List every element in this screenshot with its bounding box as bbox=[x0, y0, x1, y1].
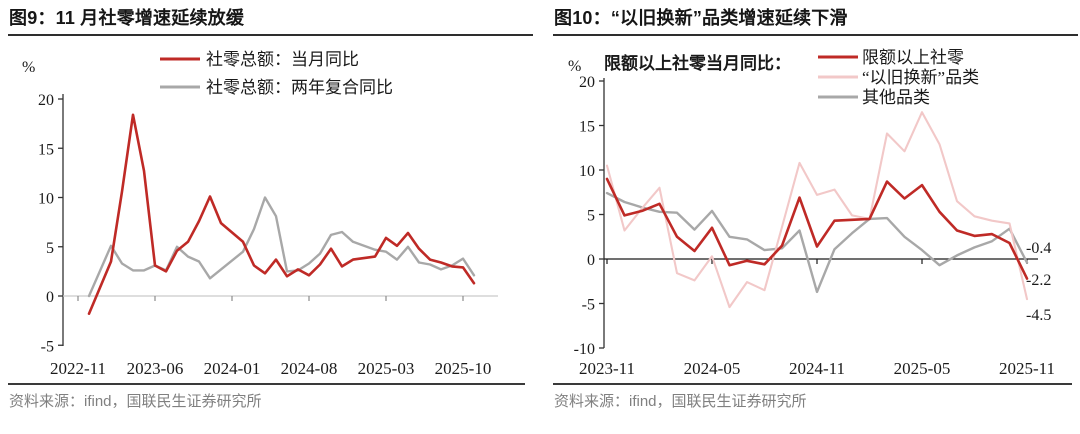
series-end-value-label: -4.5 bbox=[1026, 307, 1051, 324]
y-tick-label: 10 bbox=[579, 163, 595, 180]
line-chart-canvas: 20 15 10 5 0 -5 -10% 限额以上社零当月同比： 2023-11 2024-05 2… bbox=[568, 48, 1055, 378]
y-tick-label: -10 bbox=[574, 341, 595, 358]
chart-inline-label: 限额以上社零当月同比： bbox=[604, 53, 791, 73]
figure-panel-9: 图9：11 月社零增速延续放缓 20 15 10 5 0 -5% 2022-11 2023-0… bbox=[0, 0, 540, 411]
x-tick-label: 2025-03 bbox=[358, 359, 415, 378]
series-line-red bbox=[605, 177, 1029, 280]
y-tick-label: 5 bbox=[46, 240, 54, 257]
legend-label: 其他品类 bbox=[862, 88, 930, 107]
x-tick-label: 2025-11 bbox=[999, 359, 1055, 378]
x-tick-label: 2024-01 bbox=[204, 359, 261, 378]
figure-footer: 资料来源：ifind，国联民生证券研究所 bbox=[553, 383, 1072, 411]
legend-label: 社零总额：两年复合同比 bbox=[206, 78, 393, 97]
x-tick-label: 2023-11 bbox=[579, 359, 635, 378]
legend-label: “以旧换新”品类 bbox=[862, 68, 979, 87]
source-note: 资料来源：ifind，国联民生证券研究所 bbox=[9, 393, 262, 410]
legend-label: 限额以上社零 bbox=[862, 48, 964, 67]
source-note: 资料来源：ifind，国联民生证券研究所 bbox=[554, 393, 807, 410]
figure-footer: 资料来源：ifind，国联民生证券研究所 bbox=[8, 383, 525, 411]
y-tick-label: 15 bbox=[38, 141, 54, 158]
figure-title: 图10：“以旧换新”品类增速延续下滑 bbox=[554, 8, 848, 28]
figure-title: 图9：11 月社零增速延续放缓 bbox=[9, 8, 245, 28]
figure-panel-10: 图10：“以旧换新”品类增速延续下滑 20 15 10 5 0 -5 -10% 限额以上社零当… bbox=[540, 0, 1080, 434]
y-tick-label: -5 bbox=[41, 338, 54, 355]
legend-label: 社零总额：当月同比 bbox=[206, 50, 359, 69]
x-tick-label: 2024-08 bbox=[281, 359, 338, 378]
line-chart-canvas: 20 15 10 5 0 -5% 2022-11 2023-06 2024-01 2024-08 2… bbox=[22, 50, 498, 378]
y-tick-label: 20 bbox=[579, 74, 595, 91]
series-line-gray bbox=[605, 191, 1029, 294]
x-tick-label: 2024-05 bbox=[684, 359, 741, 378]
y-tick-label: -5 bbox=[582, 297, 595, 314]
y-axis-unit-label: % bbox=[568, 58, 581, 75]
figure-header: 图9：11 月社零增速延续放缓 bbox=[8, 0, 533, 36]
y-axis-unit-label: % bbox=[22, 59, 35, 76]
x-tick-label: 2022-11 bbox=[50, 359, 106, 378]
trade-in-category-growth-line-chart: 20 15 10 5 0 -5 -10% 限额以上社零当月同比： 2023-11 2024-05 2… bbox=[540, 36, 1080, 381]
x-tick-label: 2023-06 bbox=[127, 359, 184, 378]
series-end-value-label: -0.4 bbox=[1026, 240, 1051, 257]
series-line-red bbox=[87, 113, 476, 316]
y-tick-label: 0 bbox=[587, 252, 595, 269]
y-tick-label: 10 bbox=[38, 191, 54, 208]
retail-sales-growth-line-chart: 20 15 10 5 0 -5% 2022-11 2023-06 2024-01 2024-08 2… bbox=[0, 36, 540, 381]
y-tick-label: 5 bbox=[587, 208, 595, 225]
y-tick-label: 0 bbox=[46, 289, 54, 306]
y-tick-label: 15 bbox=[579, 119, 595, 136]
series-end-value-label: -2.2 bbox=[1026, 272, 1051, 289]
y-tick-label: 20 bbox=[38, 92, 54, 109]
x-tick-label: 2025-10 bbox=[435, 359, 492, 378]
x-tick-label: 2025-05 bbox=[894, 359, 951, 378]
x-tick-label: 2024-11 bbox=[789, 359, 845, 378]
series-line-pink bbox=[605, 111, 1029, 309]
figure-header: 图10：“以旧换新”品类增速延续下滑 bbox=[553, 0, 1078, 36]
